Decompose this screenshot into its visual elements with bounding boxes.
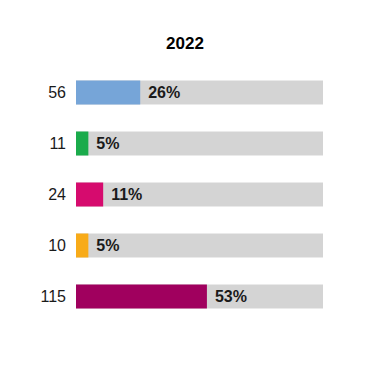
count-label: 115 — [40, 288, 66, 305]
count-label: 56 — [48, 84, 66, 101]
bar — [76, 132, 88, 156]
count-label: 10 — [48, 237, 66, 254]
track — [76, 285, 323, 309]
data-label: 5% — [96, 237, 119, 254]
data-label: 5% — [96, 135, 119, 152]
data-label: 11% — [111, 186, 142, 203]
title: 2022 — [166, 34, 204, 53]
track — [76, 234, 323, 258]
count-label: 24 — [48, 186, 66, 203]
bars — [76, 81, 207, 309]
bar — [76, 234, 88, 258]
count-label: 11 — [49, 135, 66, 152]
bar — [76, 81, 140, 105]
chart: 2022 26% 5% 11% 5% 53% 56 11 24 10 115 — [0, 0, 370, 374]
track — [76, 183, 323, 207]
data-label: 26% — [148, 84, 180, 101]
track — [76, 81, 323, 105]
bar — [76, 183, 103, 207]
bar — [76, 285, 207, 309]
track — [76, 132, 323, 156]
data-labels: 26% 5% 11% 5% 53% — [96, 84, 247, 305]
data-label: 53% — [215, 288, 247, 305]
counts: 56 11 24 10 115 — [40, 84, 66, 305]
tracks — [76, 81, 323, 309]
